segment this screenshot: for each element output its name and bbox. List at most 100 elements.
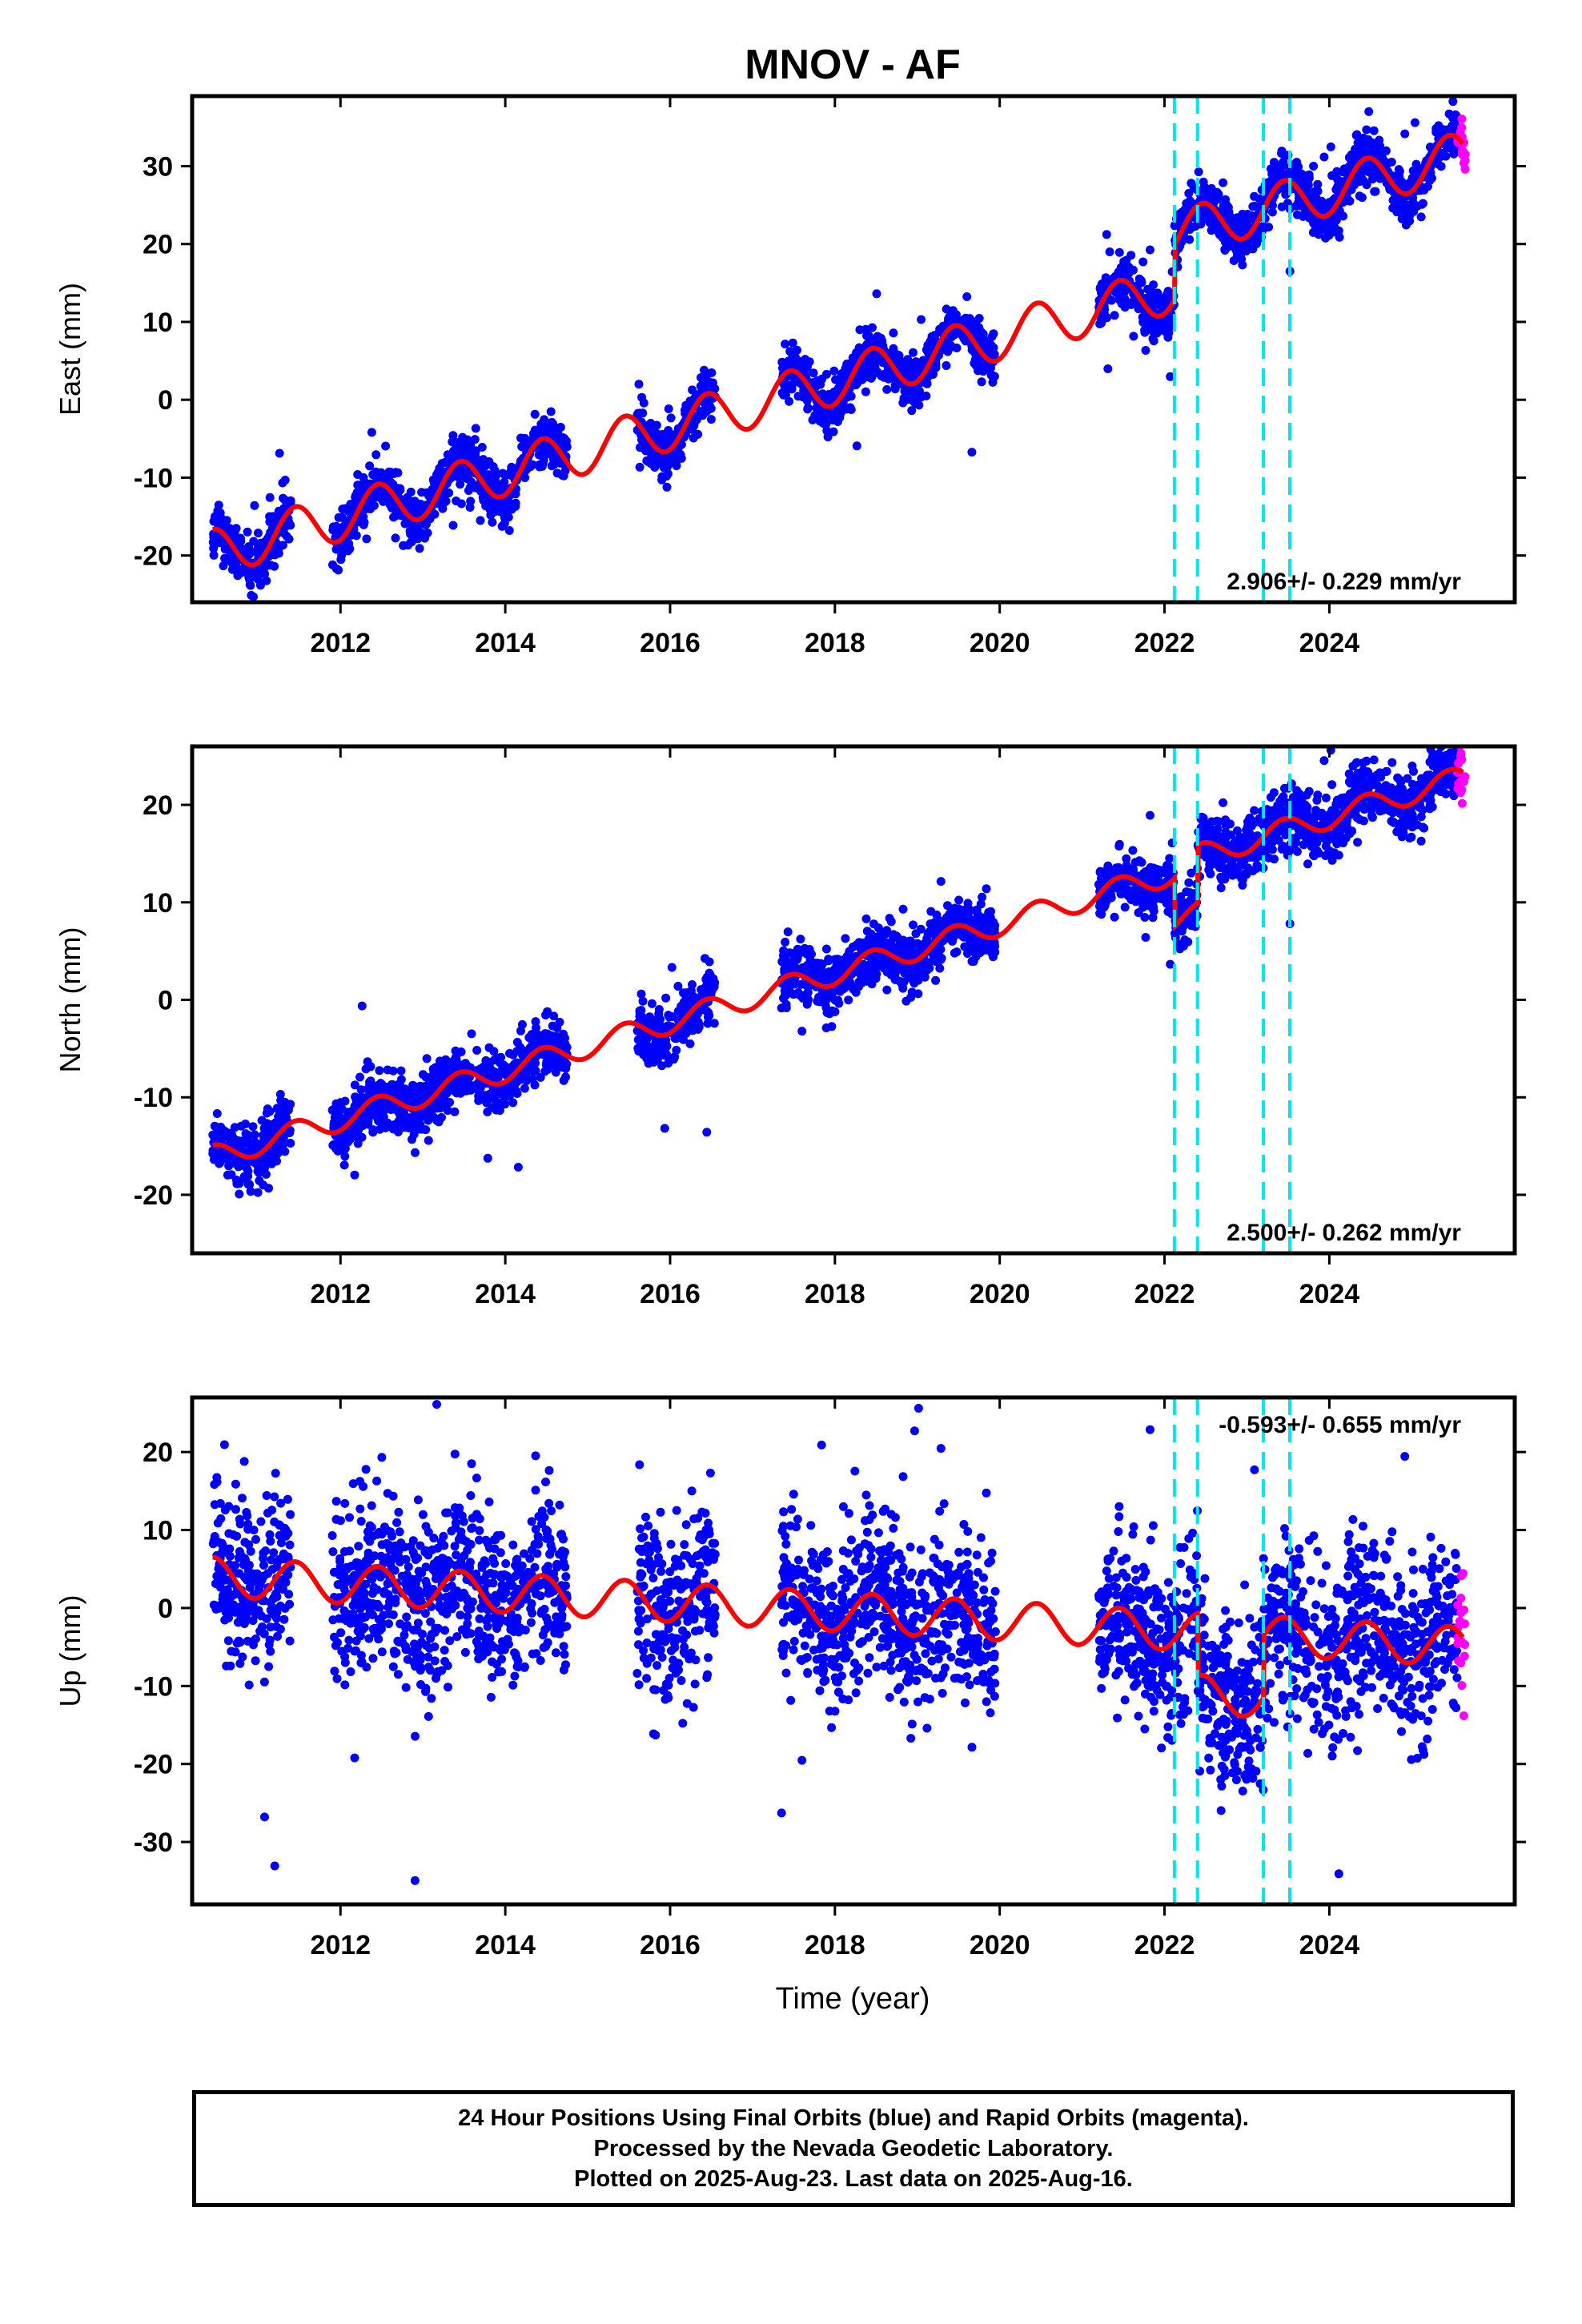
- data-point: [334, 565, 343, 575]
- data-point: [361, 1064, 371, 1074]
- data-point: [1164, 328, 1174, 338]
- data-point: [1149, 292, 1158, 301]
- data-point: [688, 980, 697, 989]
- data-point: [829, 427, 838, 436]
- data-point: [702, 1128, 712, 1137]
- data-point: [1148, 327, 1158, 336]
- data-point: [562, 436, 571, 446]
- data-point: [1352, 130, 1362, 139]
- data-point: [1451, 110, 1460, 119]
- data-point: [797, 1027, 807, 1036]
- data-point: [555, 1034, 564, 1043]
- data-point: [1149, 280, 1158, 290]
- data-point: [416, 500, 425, 509]
- data-point: [849, 983, 858, 992]
- data-point: [381, 441, 391, 451]
- x-tick-label: 2014: [475, 628, 536, 658]
- data-point: [367, 501, 376, 510]
- data-point: [1146, 245, 1154, 255]
- data-point: [672, 461, 681, 471]
- data-point: [1362, 125, 1371, 135]
- data-point: [456, 499, 466, 509]
- data-point: [286, 1139, 295, 1148]
- data-point: [267, 1120, 277, 1129]
- data-point: [483, 1153, 492, 1163]
- data-point: [368, 1125, 378, 1135]
- data-point: [705, 401, 714, 411]
- data-point: [980, 364, 990, 373]
- data-point: [367, 428, 376, 437]
- data-point: [1106, 296, 1116, 305]
- data-point: [1339, 164, 1349, 174]
- data-point: [472, 1046, 482, 1055]
- data-point: [1110, 311, 1119, 320]
- data-point: [1405, 216, 1415, 226]
- data-point: [660, 1124, 669, 1133]
- data-point: [504, 526, 514, 535]
- data-point: [879, 372, 889, 382]
- data-point: [1267, 207, 1277, 217]
- data-point: [1138, 257, 1148, 267]
- data-point: [1097, 318, 1106, 328]
- data-point: [222, 516, 231, 525]
- data-point: [697, 373, 705, 382]
- data-point: [530, 409, 540, 419]
- data-point: [272, 1156, 281, 1166]
- data-point: [393, 468, 403, 477]
- data-point: [986, 907, 995, 916]
- data-point: [1434, 121, 1443, 131]
- data-point: [882, 384, 892, 394]
- x-tick-label: 2020: [970, 628, 1030, 658]
- data-point: [857, 966, 867, 975]
- data-point: [861, 387, 870, 396]
- data-point: [1370, 187, 1379, 196]
- y-tick-label: 30: [143, 152, 173, 183]
- data-point: [274, 544, 283, 553]
- data-point: [657, 475, 667, 485]
- data-point: [492, 1097, 501, 1107]
- data-point: [350, 1170, 359, 1180]
- data-point: [1397, 208, 1406, 218]
- data-point: [377, 1080, 387, 1089]
- data-point: [889, 328, 898, 338]
- data-point: [1309, 162, 1319, 171]
- data-point: [507, 462, 516, 472]
- data-point: [1176, 209, 1186, 219]
- data-point: [448, 521, 458, 530]
- data-point: [466, 441, 476, 450]
- data-point: [1186, 179, 1196, 188]
- data-point: [471, 448, 480, 458]
- data-point: [236, 1136, 246, 1146]
- data-point: [703, 1019, 713, 1028]
- data-point: [430, 480, 440, 489]
- data-point: [1313, 179, 1323, 189]
- data-point: [634, 380, 644, 389]
- data-point: [781, 390, 790, 400]
- data-point: [467, 477, 476, 487]
- data-point: [872, 289, 881, 299]
- data-point: [990, 349, 999, 359]
- data-point: [824, 409, 833, 419]
- data-point: [227, 1170, 236, 1180]
- data-point: [649, 424, 659, 434]
- data-point: [833, 417, 842, 426]
- data-point: [1304, 170, 1314, 179]
- data-point: [960, 942, 970, 951]
- data-point: [375, 1066, 384, 1076]
- data-point: [1102, 230, 1111, 239]
- data-point: [805, 357, 814, 367]
- data-point: [954, 895, 964, 905]
- data-point: [546, 407, 556, 416]
- data-point: [412, 525, 422, 535]
- data-point: [1292, 158, 1302, 167]
- data-point: [931, 975, 941, 985]
- data-point: [942, 304, 951, 314]
- data-point: [681, 405, 689, 415]
- data-point: [281, 1106, 291, 1116]
- data-point: [653, 1054, 663, 1063]
- data-point: [905, 385, 914, 395]
- data-point: [705, 380, 715, 389]
- data-point: [546, 1031, 556, 1040]
- data-point: [930, 331, 940, 340]
- data-point: [476, 486, 485, 496]
